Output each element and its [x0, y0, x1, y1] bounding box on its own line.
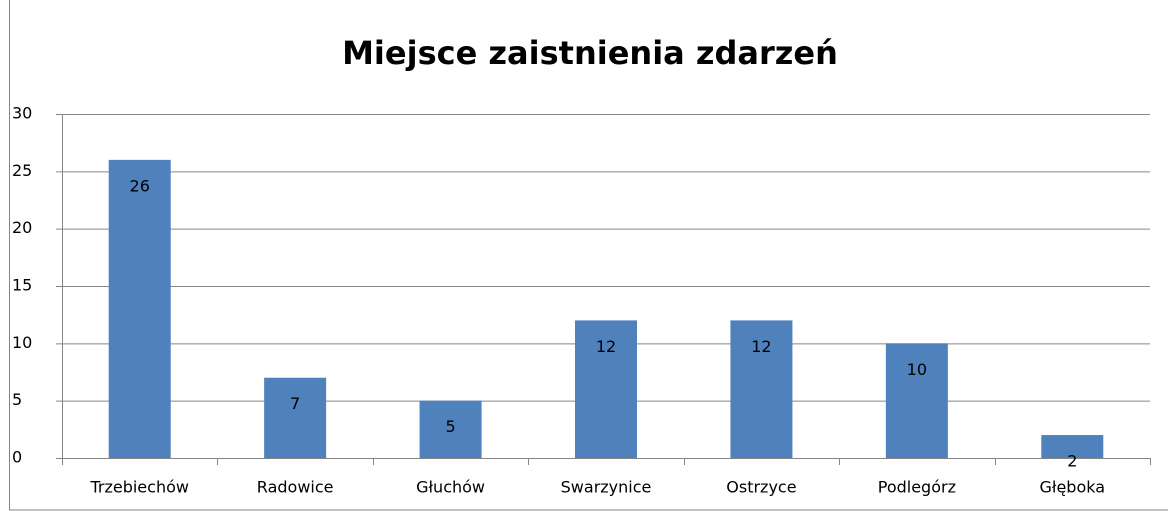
x-tick-label: Podlegórz	[878, 478, 956, 497]
chart-title: Miejsce zaistnienia zdarzeń	[342, 34, 838, 72]
data-label: 5	[445, 417, 455, 436]
x-tick-label: Ostrzyce	[726, 478, 796, 497]
y-tick-label: 10	[12, 333, 32, 352]
bar	[730, 320, 793, 458]
x-tick-label: Trzebiechów	[89, 478, 189, 497]
data-label: 2	[1067, 452, 1077, 471]
bar	[108, 159, 171, 458]
x-tick-label: Głuchów	[416, 478, 485, 497]
bar	[1041, 435, 1104, 458]
y-tick-label: 20	[12, 218, 32, 237]
y-tick-label: 25	[12, 161, 32, 180]
data-label: 10	[907, 360, 927, 379]
x-tick-label: Głęboka	[1040, 478, 1106, 497]
data-label: 12	[751, 337, 771, 356]
data-label: 7	[290, 394, 300, 413]
y-tick-label: 5	[12, 390, 22, 409]
bar	[419, 400, 482, 458]
x-tick-label: Swarzynice	[561, 478, 652, 497]
x-tick-label: Radowice	[257, 478, 334, 497]
bar	[575, 320, 637, 458]
y-tick-label: 30	[12, 104, 32, 123]
bar	[264, 377, 327, 458]
data-label: 12	[596, 337, 616, 356]
y-tick-label: 0	[12, 448, 22, 467]
data-label: 26	[130, 176, 150, 195]
chart-border	[9, 0, 1168, 511]
y-tick-label: 15	[12, 276, 32, 295]
bar	[885, 343, 948, 458]
